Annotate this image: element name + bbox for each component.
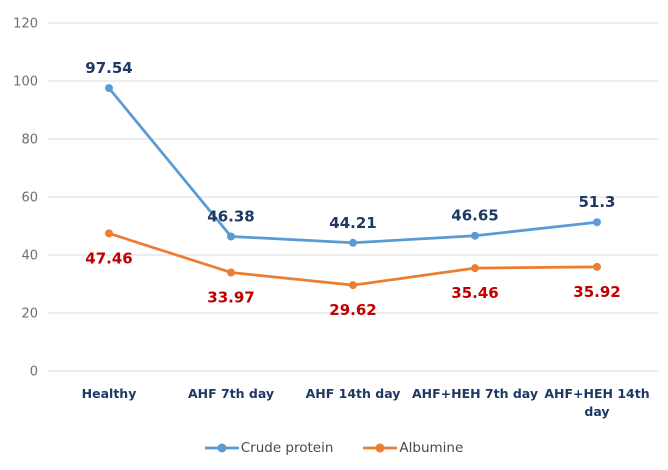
data-label: 46.38 [207,207,254,225]
data-label: 97.54 [85,59,132,77]
legend-label: Crude protein [240,440,334,456]
data-label: 44.21 [329,214,376,232]
data-point-marker [349,281,357,290]
data-label: 29.62 [329,301,376,319]
data-point-marker [105,229,113,238]
y-axis-tick-label: 60 [21,191,38,206]
legend-item-crude-protein: Crude protein [204,440,334,456]
data-label: 33.97 [207,288,254,306]
data-point-marker [349,238,357,247]
legend-line-marker-icon [204,443,239,453]
y-axis-tick-label: 80 [21,133,38,148]
data-point-marker [227,268,235,277]
data-label: 47.46 [85,249,132,267]
data-label: 35.92 [573,283,620,301]
chart-legend: Crude protein Albumine [0,440,668,456]
legend-line-marker-icon [363,443,398,453]
y-axis-tick-label: 40 [21,249,38,264]
data-point-marker [593,218,601,227]
x-axis-category-label: AHF+HEH 7th day [412,386,538,401]
data-point-marker [471,231,479,240]
y-axis-tick-label: 100 [13,75,38,90]
legend-label: Albumine [399,440,464,456]
y-axis-tick-label: 0 [30,365,38,380]
data-label: 51.3 [578,193,615,211]
x-axis-category-label: AHF 14th day [306,386,401,401]
data-label: 46.65 [451,207,498,225]
data-point-marker [471,264,479,273]
data-point-marker [105,84,113,93]
x-axis-category-label: AHF+HEH 14th day [544,386,649,419]
x-axis-category-label: AHF 7th day [188,386,274,401]
data-point-marker [593,262,601,271]
y-axis-tick-label: 20 [21,307,38,322]
data-label: 35.46 [451,284,498,302]
x-axis-category-label: Healthy [82,386,137,401]
legend-item-albumine: Albumine [363,440,463,456]
data-point-marker [227,232,235,241]
y-axis-tick-label: 120 [13,17,38,32]
